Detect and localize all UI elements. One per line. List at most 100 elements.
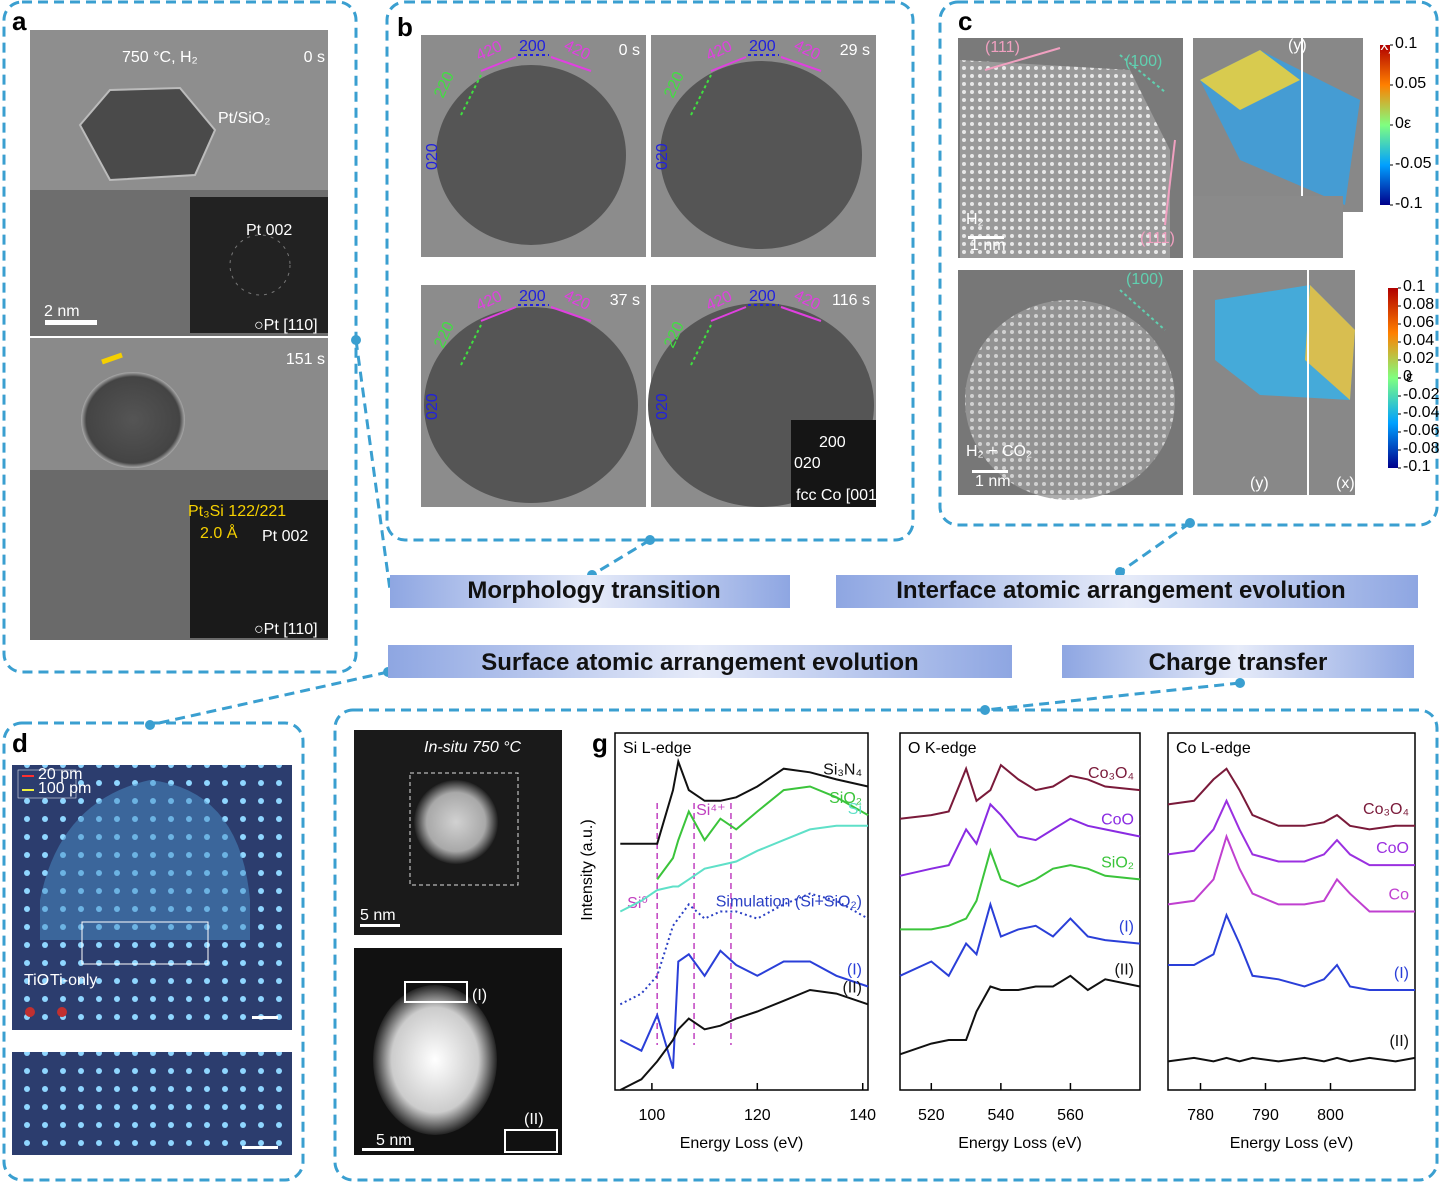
facet-label: 200 [519,288,546,305]
series-label: (I) [1119,919,1134,936]
x-tick-label: 140 [849,1107,876,1124]
series-label: CoO [1376,840,1409,857]
spectrum [899,900,1141,978]
x-tick-label: 780 [1187,1107,1214,1124]
spectrum [619,949,869,1069]
map-image [12,765,292,1155]
theme-bar [836,575,1418,608]
colorbar-tick-label: 0.02 [1403,350,1434,367]
facet-label: (100) [1125,53,1162,70]
x-tick-label: 100 [639,1107,666,1124]
facet-label: (100) [1126,271,1163,288]
facet-line [460,74,482,116]
facet-label: 200 [519,38,546,55]
colorbar-label: ε [1406,369,1413,386]
inset-label: Pt 002 [246,222,292,239]
time: 0 s [304,49,325,66]
facet-label: 200 [749,288,776,305]
plot-title: Si L-edge [623,740,692,757]
series-label: SiO₂ [829,790,862,807]
map-title: In-situ 750 °C [424,739,522,756]
axis-label: (x) [1375,37,1394,54]
facet-label: 020 [424,143,441,170]
axis-label: (x) [1336,475,1355,492]
theme-label: Charge transfer [1149,649,1328,676]
inset-label: 200 [819,434,846,451]
spectrum [1167,833,1415,913]
spectrum [1168,912,1415,991]
panel-label: g [592,728,608,758]
inset-label: Pt 002 [262,528,308,545]
plot-title: Co L-edge [1176,740,1251,757]
stem-image [958,270,1398,500]
panel-frame [333,708,1439,1182]
panel-label: c [958,6,972,36]
stem-image [958,38,1390,258]
x-axis-label: Energy Loss (eV) [680,1135,804,1152]
x-tick-label: 560 [1057,1107,1084,1124]
facet-label: (111) [1140,230,1175,247]
facet-label: (111) [985,39,1020,56]
series-label: Co [1389,887,1410,904]
theme-label: Surface atomic arrangement evolution [481,649,918,676]
condition: H₂ + CO₂ [966,443,1032,460]
plot-title: O K-edge [908,740,977,757]
time: 151 s [286,351,325,368]
plot-frame [899,732,1141,1091]
spectrum [619,824,868,913]
series-label: Co₃O₄ [1088,765,1134,782]
panel-label: a [12,6,27,36]
facet-line [460,324,482,366]
inset-label: 2.0 Å [200,523,238,542]
colorbar-tick-label: 0 [1395,115,1404,132]
series-label: CoO [1101,812,1134,829]
inset-label: 020 [794,455,821,472]
axis-label: (y) [1288,37,1307,54]
colorbar-label: ε [1404,115,1411,132]
colorbar-tick-label: -0.1 [1403,458,1431,475]
scale-bar-label: 2 nm [44,303,80,320]
spectrum [619,892,869,1006]
x-axis-label: Energy Loss (eV) [1230,1135,1354,1152]
facet-line [690,74,712,116]
colorbar-tick-label: 0 [1403,368,1412,385]
x-axis-label: Energy Loss (eV) [958,1135,1082,1152]
spectrum [900,847,1141,931]
connectors [145,335,1245,730]
time: 29 s [840,42,870,59]
colorbar-tick-label: 0.08 [1403,296,1434,313]
series-label: (I) [1394,965,1409,982]
facet-line [710,56,822,72]
facet-label: 020 [654,143,671,170]
nanoparticle [436,65,626,245]
nanoparticle [424,307,638,503]
spectrum [1167,798,1415,867]
theme-label: Morphology transition [467,577,720,604]
series-label: Si₃N₄ [823,762,862,779]
scale-bar-label: 1 nm [970,237,1006,254]
inset-label: Pt₃Si 122/221 [188,503,286,520]
haadf-image [354,948,562,1155]
time: 116 s [832,292,870,309]
eels-map [354,730,562,935]
marker-label: Si⁴⁺ [696,802,726,819]
spectrum [1167,1056,1416,1063]
series-label: (I) [847,961,862,978]
legend-label: 100 pm [38,780,91,797]
theme-bar [1062,645,1414,678]
x-tick-label: 120 [744,1107,771,1124]
spectrum [1167,767,1415,831]
theme-bar [388,645,1012,678]
time: 37 s [610,292,640,309]
region-label: (II) [524,1111,544,1128]
facet-line [710,306,822,322]
inset-label: ○Pt [110] [254,621,318,638]
colorbar-tick-label: -0.04 [1403,404,1440,421]
colorbar-tick-label: 0.06 [1403,314,1434,331]
tem-image [30,338,328,640]
colorbar-tick-label: 0.04 [1403,332,1434,349]
x-tick-label: 540 [988,1107,1015,1124]
atom-label: Ti-only [50,972,97,989]
facet-label: 200 [749,38,776,55]
